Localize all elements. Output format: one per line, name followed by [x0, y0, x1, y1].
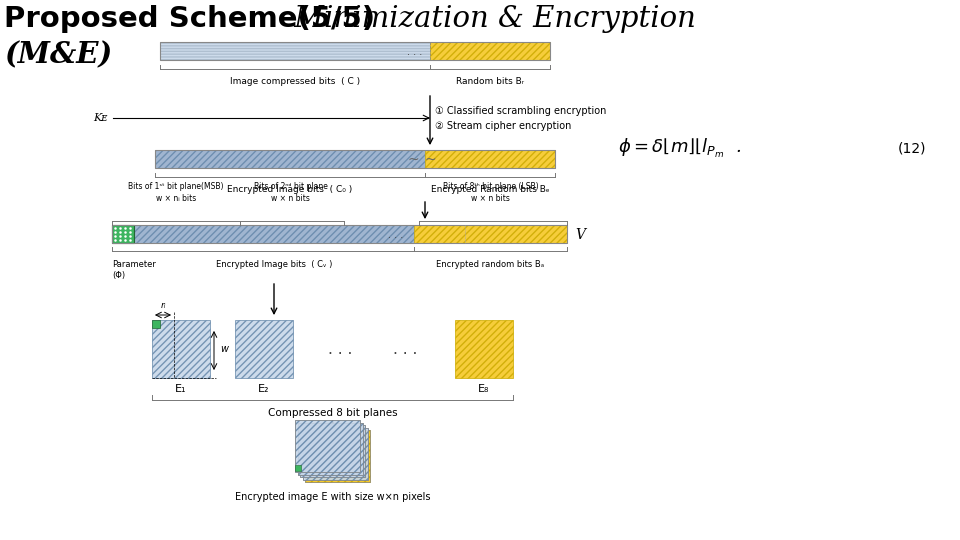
Bar [300, 425, 365, 477]
Bar [414, 225, 567, 243]
Bar [295, 420, 359, 472]
Bar [295, 465, 300, 471]
Text: Encrypted random bits Bₐ: Encrypted random bits Bₐ [437, 260, 544, 269]
Text: Minimization & Encryption: Minimization & Encryption [285, 5, 696, 33]
Text: Compressed 8 bit planes: Compressed 8 bit planes [268, 408, 397, 418]
Text: Kᴇ: Kᴇ [94, 113, 108, 123]
Text: (M&E): (M&E) [4, 40, 112, 69]
Bar [304, 430, 370, 482]
Text: w: w [220, 344, 228, 354]
Text: V: V [575, 228, 585, 242]
Bar [155, 150, 425, 168]
Text: E₂: E₂ [258, 384, 270, 394]
Text: . . .: . . . [327, 341, 352, 356]
Bar [112, 225, 134, 243]
Bar [298, 423, 363, 475]
Text: $\phi = \delta \lfloor m \rfloor \lfloor l_{P_m}$  .: $\phi = \delta \lfloor m \rfloor \lfloor… [618, 137, 741, 159]
Bar [300, 425, 365, 477]
Bar [155, 150, 555, 168]
Text: E₈: E₈ [478, 384, 490, 394]
Text: . . .: . . . [389, 230, 403, 240]
Text: Parameter
(Φ): Parameter (Φ) [112, 260, 156, 280]
Bar [302, 428, 368, 480]
Text: Encrypted Image bits  ( C₀ ): Encrypted Image bits ( C₀ ) [228, 185, 352, 194]
Text: Proposed Scheme(5/5): Proposed Scheme(5/5) [4, 5, 375, 33]
Bar [295, 420, 359, 472]
Text: Bits of 8ᵗʰ bit plane (LSB)
w × n bits: Bits of 8ᵗʰ bit plane (LSB) w × n bits [443, 182, 539, 203]
Text: . . .: . . . [393, 341, 418, 356]
Bar [298, 423, 363, 475]
Text: ~: ~ [424, 153, 436, 167]
Text: Bits of 1ˢᵗ bit plane(MSB)
w × nᵢ bits: Bits of 1ˢᵗ bit plane(MSB) w × nᵢ bits [129, 182, 224, 203]
Bar [455, 320, 513, 378]
Text: ① Classified scrambling encryption
② Stream cipher encryption: ① Classified scrambling encryption ② Str… [435, 106, 607, 131]
Text: . . .: . . . [407, 47, 422, 57]
Bar [235, 320, 293, 378]
Text: Encrypted Image bits  ( Cᵥ ): Encrypted Image bits ( Cᵥ ) [216, 260, 332, 269]
Text: Encrypted Random bits Bₑ: Encrypted Random bits Bₑ [431, 185, 549, 194]
Text: rᵢ: rᵢ [160, 301, 166, 310]
Text: Bits of 2ⁿᵈ bit plane
w × n bits: Bits of 2ⁿᵈ bit plane w × n bits [253, 182, 327, 203]
Bar [160, 42, 430, 60]
Text: Encrypted image E with size w×n pixels: Encrypted image E with size w×n pixels [235, 492, 430, 502]
Bar [160, 42, 550, 60]
Bar [430, 42, 550, 60]
Bar [425, 150, 555, 168]
Text: Image compressed bits  ( C ): Image compressed bits ( C ) [230, 77, 360, 86]
Bar [302, 428, 368, 480]
Bar [152, 320, 210, 378]
Text: (12): (12) [898, 141, 926, 155]
Text: E₁: E₁ [176, 384, 187, 394]
Bar [304, 430, 370, 482]
Text: Random bits Bᵣ: Random bits Bᵣ [456, 77, 524, 86]
Text: ~: ~ [407, 153, 419, 167]
Bar [112, 225, 567, 243]
Bar [152, 320, 160, 328]
Bar [134, 225, 414, 243]
